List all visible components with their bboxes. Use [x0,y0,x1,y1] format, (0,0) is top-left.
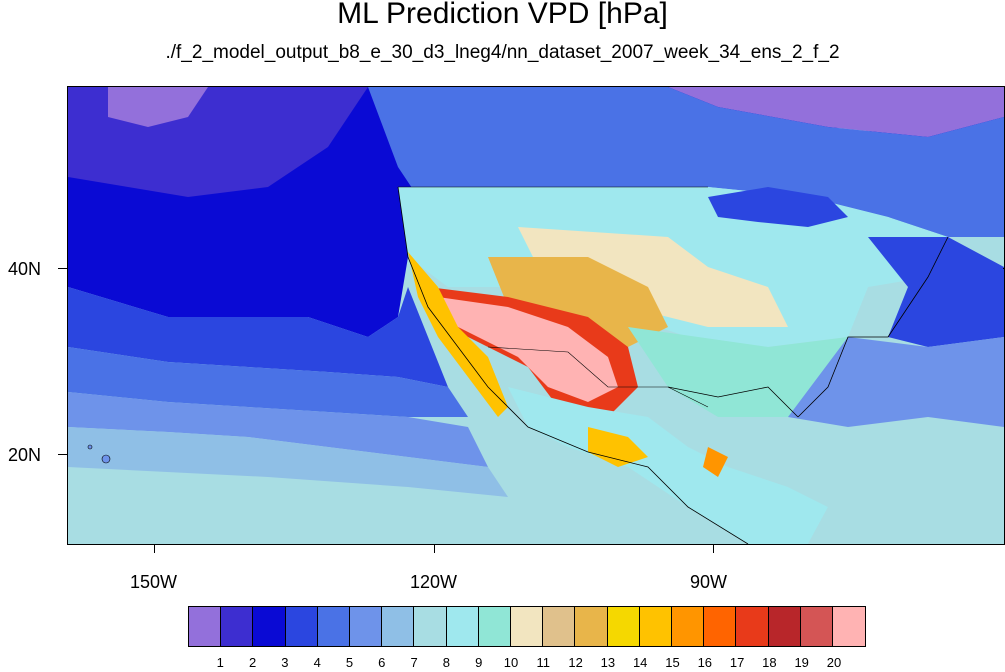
colorbar-label: 18 [762,655,777,670]
colorbar-label: 9 [475,655,483,670]
colorbar-swatch [317,607,351,646]
east-coastline [797,236,949,418]
mexico-land [508,387,828,544]
map-frame [67,86,1005,545]
gulf-coastline [667,386,799,418]
great-lakes [708,187,848,227]
colorbar-label: 6 [378,655,386,670]
great-plains-orange [488,257,668,347]
mexico-yellow [588,427,648,467]
california-coast-yellow [408,252,508,417]
colorbar-swatch [446,607,479,646]
lon-label-90w: 90W [690,572,728,592]
tick-lat-40 [58,268,67,269]
colorbar-label: 16 [697,655,713,670]
pacific-vpd-band-4 [68,287,448,387]
colorbar-label: 2 [248,655,257,670]
colorbar [188,606,867,647]
colorbar-swatch [543,607,576,646]
colorbar-swatch [833,607,866,646]
colorbar-label: 1 [216,655,224,670]
plains-tan [518,227,788,327]
canada-purple-ne [668,87,1004,137]
colorbar-swatch [672,607,705,646]
lat-label-20n: 20N [8,445,42,465]
lon-label-120w: 120W [410,572,458,592]
colorbar-swatch [607,607,640,646]
colorbar-label: 14 [632,655,648,670]
colorbar-label: 10 [503,655,519,670]
tick-lat-40-right [1003,268,1005,269]
colorbar-label: 20 [826,655,842,670]
colorbar-label: 13 [600,655,616,670]
tick-lon-150 [154,544,155,553]
colorbar-swatch [639,607,673,646]
colorbar-label: 11 [536,655,551,670]
colorbar-swatch [382,607,415,646]
colorbar-swatch [704,607,737,646]
caribbean-light [788,427,1004,544]
colorbar-swatch [511,607,544,646]
colorbar-swatch [478,607,512,646]
pacific-vpd-band-6 [68,392,488,467]
canada-land-blue [368,87,1004,237]
lat-label-40n: 40N [8,259,42,279]
colorbar-swatch [800,607,834,646]
pacific-vpd-band-7 [68,427,508,497]
colorbar-swatch [350,607,383,646]
central-america-orange [703,447,728,477]
colorbar-swatch [736,607,769,646]
vpd-map [68,87,1004,544]
colorbar-label: 4 [313,655,321,670]
colorbar-label: 3 [281,655,289,670]
colorbar-swatch [768,607,801,646]
hawaii-island [101,454,111,464]
colorbar-label: 19 [794,655,809,670]
colorbar-label: 17 [729,655,745,670]
colorbar-swatch [189,607,222,646]
tick-lon-120 [434,544,435,553]
hawaii-island [87,444,93,450]
colorbar-swatch [221,607,254,646]
colorbar-swatch [285,607,318,646]
map-subtitle: ./f_2_model_output_b8_e_30_d3_lneg4/nn_d… [165,42,840,63]
tick-lon-90 [713,544,714,553]
colorbar-label: 15 [665,655,680,670]
colorbar-swatch [575,607,608,646]
lon-label-150w: 150W [130,572,178,592]
gulf-of-alaska-purple [108,87,208,127]
colorbar-swatch [414,607,447,646]
colorbar-label: 12 [568,655,583,670]
colorbar-label: 8 [442,655,450,670]
atlantic-blue [788,337,1004,427]
colorbar-swatch [253,607,286,646]
us-border-south [487,346,709,408]
colorbar-label: 7 [410,655,418,670]
east-coast-blue [868,237,1004,347]
colorbar-label: 5 [345,655,354,670]
pacific-vpd-band-5 [68,347,468,417]
tick-lat-20 [58,454,67,455]
map-title: ML Prediction VPD [hPa] [337,0,668,30]
us-coastline [397,186,749,544]
